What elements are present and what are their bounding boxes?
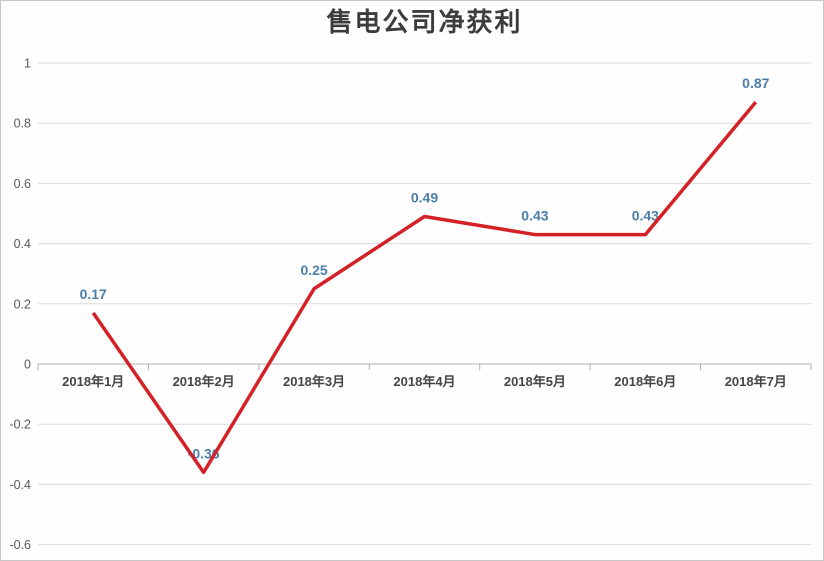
y-axis-tick-label: 1: [24, 57, 31, 71]
data-point-label: 0.49: [411, 190, 438, 206]
x-axis-tick-label: 2018年6月: [614, 374, 676, 389]
data-point-label: 0.17: [80, 286, 107, 302]
x-axis-tick-label: 2018年7月: [725, 374, 787, 389]
y-axis-tick-label: 0.2: [14, 297, 31, 311]
x-axis-tick-label: 2018年3月: [283, 374, 345, 389]
series-line: [91, 101, 758, 475]
y-axis-tick-label: -0.2: [9, 418, 31, 432]
y-axis-tick-label: 0.6: [14, 177, 31, 191]
chart-title: 售电公司净获利: [326, 8, 523, 37]
x-axis-tick-label: 2018年1月: [62, 374, 124, 389]
data-point-label: 0.25: [300, 262, 327, 278]
data-point-label: 0.43: [521, 208, 548, 224]
data-point-label: 0.87: [742, 75, 769, 91]
y-axis-tick-label: -0.4: [9, 478, 31, 492]
x-axis-tick-label: 2018年5月: [504, 374, 566, 389]
data-point-label: 0.43: [632, 208, 659, 224]
y-axis-tick-label: 0.8: [14, 117, 31, 131]
y-axis-tick-label: 0.4: [14, 237, 31, 251]
x-axis-tick-label: 2018年2月: [173, 374, 235, 389]
x-axis-tick-label: 2018年4月: [393, 374, 455, 389]
y-axis-tick-label: 0: [24, 358, 31, 372]
y-axis-tick-label: -0.6: [9, 538, 31, 552]
